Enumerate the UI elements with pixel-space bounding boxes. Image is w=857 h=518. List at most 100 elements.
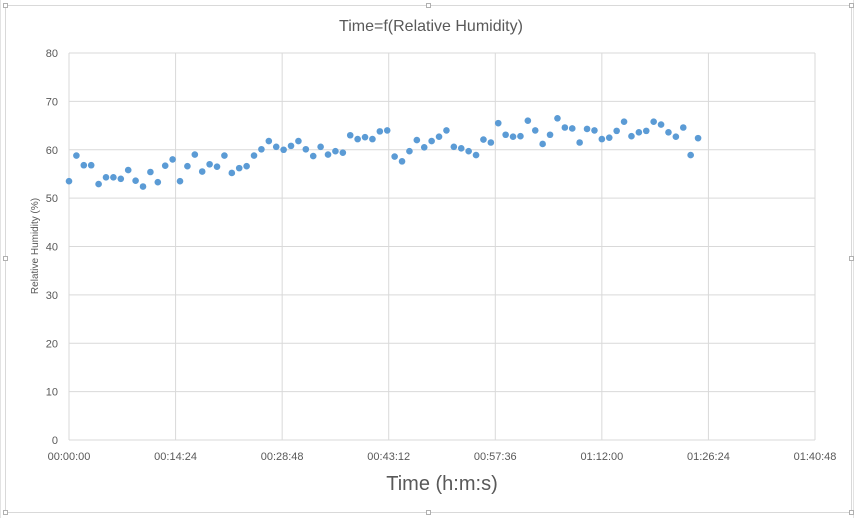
y-axis-ticks: 0 10 20 30 40 50 60 70 80	[46, 48, 58, 447]
data-point	[413, 136, 421, 144]
data-point	[665, 129, 672, 136]
data-point	[687, 151, 694, 159]
data-point	[546, 131, 554, 139]
data-point	[317, 143, 324, 151]
y-axis-title: Relative Humidity (%)	[30, 198, 41, 294]
chart-area[interactable]	[5, 5, 852, 513]
data-point	[679, 124, 687, 131]
data-point	[132, 177, 139, 185]
data-point	[502, 131, 509, 139]
x-tick-label: 00:14:24	[154, 451, 197, 463]
data-point	[480, 136, 487, 143]
data-point	[391, 153, 398, 160]
data-point	[642, 127, 650, 135]
plot-gridlines	[68, 52, 816, 441]
data-point	[509, 133, 517, 140]
x-axis-ticks: 00:00:00 00:14:24 00:28:48 00:43:12 00:57:36…	[48, 451, 837, 463]
data-point	[124, 166, 132, 174]
resize-handle-top-right[interactable]	[849, 3, 854, 8]
data-point	[206, 160, 213, 168]
chart-title: Time=f(Relative Humidity)	[339, 18, 523, 35]
data-point	[110, 174, 117, 181]
data-point	[302, 145, 310, 153]
resize-handle-top[interactable]	[426, 3, 431, 8]
data-point	[117, 175, 125, 183]
data-point	[450, 143, 458, 151]
x-tick-label: 01:26:24	[687, 451, 730, 463]
data-point	[184, 162, 191, 170]
data-series	[65, 115, 702, 190]
data-point	[80, 161, 88, 169]
data-point	[628, 132, 635, 140]
resize-handle-left[interactable]	[3, 256, 8, 261]
data-point	[221, 152, 228, 159]
data-point	[657, 121, 665, 128]
data-point	[295, 137, 302, 145]
data-point	[191, 151, 199, 158]
data-point	[169, 156, 176, 163]
y-tick-label: 10	[46, 387, 58, 399]
data-point	[369, 135, 376, 143]
data-point	[487, 139, 495, 146]
data-point	[435, 133, 443, 140]
data-point	[139, 183, 147, 190]
data-point	[198, 168, 206, 175]
data-point	[443, 127, 450, 134]
data-point	[539, 140, 546, 148]
data-point	[694, 134, 702, 142]
data-point	[361, 133, 369, 141]
data-point	[383, 127, 391, 134]
data-point	[272, 143, 280, 151]
x-tick-label: 01:40:48	[794, 451, 837, 463]
data-point	[635, 129, 643, 136]
data-point	[398, 158, 406, 165]
y-tick-label: 40	[46, 242, 58, 254]
data-point	[87, 161, 95, 169]
data-point	[243, 162, 250, 170]
data-point	[102, 174, 110, 181]
data-point	[154, 178, 162, 186]
data-point	[561, 124, 569, 131]
data-point	[428, 137, 435, 145]
data-point	[176, 177, 184, 185]
data-point	[494, 119, 502, 127]
y-tick-label: 50	[46, 193, 58, 205]
data-point	[73, 152, 80, 159]
resize-handle-right[interactable]	[849, 256, 854, 261]
y-tick-label: 70	[46, 96, 58, 108]
data-point	[457, 144, 465, 152]
data-point	[280, 146, 287, 154]
data-point	[265, 137, 273, 145]
y-tick-label: 80	[46, 48, 58, 60]
y-tick-label: 60	[46, 145, 58, 157]
data-point	[406, 147, 413, 155]
data-point	[472, 151, 480, 159]
data-point	[613, 127, 620, 135]
data-point	[672, 133, 680, 140]
resize-handle-bottom[interactable]	[426, 510, 431, 515]
data-point	[309, 152, 317, 160]
x-tick-label: 00:28:48	[261, 451, 304, 463]
data-point	[598, 135, 606, 143]
data-point	[258, 145, 265, 153]
x-tick-label: 00:57:36	[474, 451, 517, 463]
data-point	[583, 125, 591, 133]
resize-handle-bottom-right[interactable]	[849, 510, 854, 515]
data-point	[147, 168, 154, 176]
data-point	[376, 128, 384, 135]
data-point	[420, 144, 428, 151]
sheet-gridline	[0, 0, 1, 518]
data-point	[517, 132, 524, 140]
data-point	[568, 125, 576, 132]
x-tick-label: 00:43:12	[367, 451, 410, 463]
data-point	[324, 151, 332, 158]
x-tick-label: 01:12:00	[580, 451, 623, 463]
data-point	[235, 164, 243, 172]
resize-handle-top-left[interactable]	[3, 3, 8, 8]
data-point	[161, 162, 169, 170]
data-point	[554, 115, 561, 122]
data-point	[650, 118, 657, 125]
x-tick-label: 00:00:00	[48, 451, 91, 463]
resize-handle-bottom-left[interactable]	[3, 510, 8, 515]
